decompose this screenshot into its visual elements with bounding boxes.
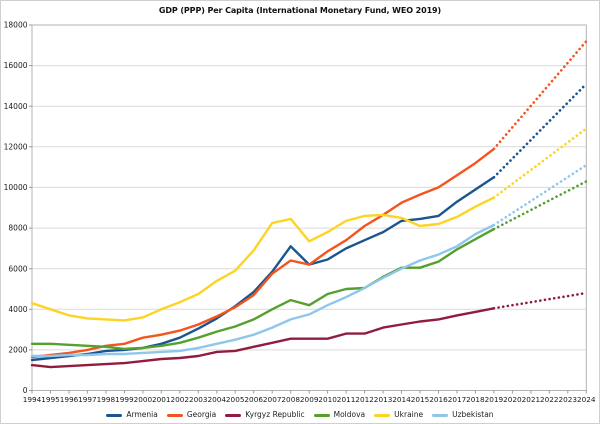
legend-swatch-armenia xyxy=(106,413,123,417)
series-line-uzbekistan xyxy=(30,223,496,358)
x-axis-label: 2011 xyxy=(337,395,356,404)
series-line-armenia xyxy=(30,176,496,362)
x-axis-label: 2023 xyxy=(559,395,578,404)
legend-swatch-uzbekistan xyxy=(432,413,449,417)
series-forecast-georgia xyxy=(492,39,588,151)
x-axis-label: 2019 xyxy=(485,395,504,404)
x-axis-label: 2022 xyxy=(540,395,559,404)
y-axis-label: 8000 xyxy=(8,224,27,233)
x-axis-label: 1995 xyxy=(41,395,60,404)
x-axis-label: 2014 xyxy=(392,395,411,404)
series-line-georgia xyxy=(30,147,496,359)
legend-item-ukraine: Ukraine xyxy=(374,411,423,419)
y-axis-label: 16000 xyxy=(4,61,28,70)
x-axis-label: 2024 xyxy=(577,395,596,404)
y-axis-label: 2000 xyxy=(8,346,27,355)
y-axis-label: 6000 xyxy=(8,264,27,273)
y-axis-label: 18000 xyxy=(4,21,28,30)
x-axis-label: 2004 xyxy=(208,395,227,404)
y-axis-label: 0 xyxy=(23,386,28,395)
chart-title: GDP (PPP) Per Capita (International Mone… xyxy=(158,6,442,15)
x-axis-label: 2009 xyxy=(300,395,319,404)
x-axis-label: 1994 xyxy=(23,395,42,404)
series-forecast-armenia xyxy=(492,82,588,179)
series-forecast-kyrgyz-republic xyxy=(492,291,588,310)
legend-swatch-kyrgyz-republic xyxy=(225,413,242,417)
x-axis-label: 2010 xyxy=(318,395,337,404)
series-line-moldova xyxy=(30,227,496,351)
x-axis-label: 2018 xyxy=(466,395,485,404)
series-line-kyrgyz-republic xyxy=(30,307,496,369)
x-axis-label: 1998 xyxy=(97,395,116,404)
x-axis-label: 2001 xyxy=(152,395,171,404)
x-axis-label: 2017 xyxy=(448,395,467,404)
series-line-ukraine xyxy=(30,196,496,322)
legend-item-kyrgyz-republic: Kyrgyz Republic xyxy=(225,410,305,420)
y-axis-label: 4000 xyxy=(8,305,27,314)
chart-legend: Armenia Georgia Kyrgyz Republic Moldova Ukra… xyxy=(1,407,599,423)
series-forecast-uzbekistan xyxy=(492,163,588,227)
x-axis-label: 2020 xyxy=(503,395,522,404)
legend-label: Armenia xyxy=(126,410,158,420)
series-forecast-moldova xyxy=(492,180,588,231)
x-axis-label: 2003 xyxy=(189,395,208,404)
legend-label: Georgia xyxy=(186,410,217,420)
x-axis-label: 1997 xyxy=(78,395,97,404)
legend-label: Ukraine xyxy=(394,410,424,420)
x-axis-label: 2016 xyxy=(429,395,448,404)
x-axis-label: 2021 xyxy=(522,395,541,404)
x-axis-label: 2005 xyxy=(226,395,245,404)
legend-item-georgia: Georgia xyxy=(166,410,217,420)
x-axis-label: 2006 xyxy=(244,395,263,404)
legend-swatch-georgia xyxy=(166,413,183,417)
legend-label: Moldova xyxy=(333,410,366,420)
x-axis-label: 1996 xyxy=(60,395,79,404)
legend-label: Kyrgyz Republic xyxy=(245,410,305,420)
y-axis-label: 14000 xyxy=(4,102,28,111)
x-axis-label: 2007 xyxy=(263,395,282,404)
x-axis-label: 1999 xyxy=(115,395,134,404)
x-axis-label: 2013 xyxy=(374,395,393,404)
x-axis-label: 2002 xyxy=(171,395,190,404)
x-axis-label: 2000 xyxy=(134,395,153,404)
x-axis-label: 2008 xyxy=(281,395,300,404)
series-forecast-ukraine xyxy=(492,127,588,199)
y-axis-label: 10000 xyxy=(4,183,28,192)
x-axis-label: 2015 xyxy=(411,395,430,404)
legend-swatch-moldova xyxy=(313,413,330,417)
legend-item-moldova: Moldova xyxy=(313,410,366,420)
legend-item-uzbekistan: Uzbekistan xyxy=(432,410,494,420)
legend-label: Uzbekistan xyxy=(452,410,494,420)
legend-swatch-ukraine xyxy=(374,413,391,417)
x-axis-label: 2012 xyxy=(355,395,374,404)
y-axis-label: 12000 xyxy=(4,142,28,151)
legend-item-armenia: Armenia xyxy=(106,410,158,420)
plot-border xyxy=(31,24,587,391)
